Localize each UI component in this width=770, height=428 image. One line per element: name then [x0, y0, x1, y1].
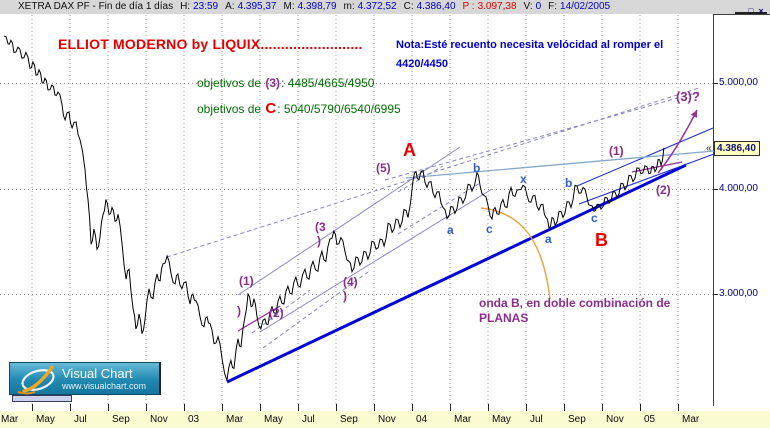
x-axis-label: Mar: [454, 414, 472, 425]
x-axis-label: Sep: [112, 414, 130, 425]
wave-label: (3: [315, 220, 326, 234]
quote-field-value: 14/02/2005: [560, 1, 611, 12]
wave-label: ): [343, 289, 347, 303]
wave-label: A: [403, 140, 416, 160]
x-axis-label: Jul: [302, 414, 315, 425]
x-axis-label: Mar: [226, 414, 244, 425]
quote-field-label: A:: [225, 1, 235, 12]
x-axis-label: Jul: [530, 414, 543, 425]
quote-field-label: F:: [548, 1, 558, 12]
onda-line-2: PLANAS: [479, 311, 529, 325]
x-axis-label: Sep: [568, 414, 586, 425]
wave-label: (5): [376, 161, 391, 175]
x-axis-label: 05: [644, 414, 656, 425]
objetivos-wave3: objetivos de (3): 4485/4665/4950: [197, 76, 374, 90]
quote-field-value: 4.386,40: [416, 1, 456, 12]
quote-field-label: M:: [283, 1, 295, 12]
price-tag-arrow-icon: «: [706, 143, 712, 154]
visual-chart-logo: Visual Chart www.visualchart.com: [9, 362, 161, 395]
x-axis-label: May: [492, 414, 511, 425]
x-axis-label: Nov: [606, 414, 624, 425]
quote-field-label: H:: [180, 1, 191, 12]
x-axis-label: May: [36, 414, 55, 425]
x-axis-label: Nov: [150, 414, 168, 425]
quote-field-value: 4.398,79: [297, 1, 337, 12]
wave-label: ): [317, 234, 321, 248]
quote-field-value: 23:59: [193, 1, 219, 12]
analysis-note: Nota:Esté recuento necesita velócidad al…: [396, 40, 696, 78]
x-axis-label: Mar: [682, 414, 700, 425]
logo-flap: [12, 395, 72, 402]
wave-label: B: [595, 230, 608, 250]
objetivos-prefix: objetivos de: [197, 76, 265, 90]
quote-field-value: 4.395,37: [237, 1, 277, 12]
wave-label: (1): [609, 144, 624, 158]
minimize-icon[interactable]: _: [738, 6, 744, 16]
analysis-headline: ELLIOT MODERNO by LIQUIX................…: [58, 36, 363, 52]
quote-field-value: 3.097,38: [477, 1, 517, 12]
maximize-icon[interactable]: □: [748, 6, 754, 16]
waveC-label: C: [265, 100, 277, 117]
note-line-2: 4420/4450: [396, 58, 448, 70]
quote-field-label: P :: [462, 1, 475, 12]
symbol-title: XETRA DAX PF - Fin de día 1 días: [18, 1, 174, 12]
wave-label: ): [237, 304, 241, 318]
wave-label: (4): [343, 275, 358, 289]
window-controls: _ □ ×: [735, 1, 767, 16]
wave-label: c: [486, 222, 493, 236]
wave-label: (3)?: [676, 89, 700, 104]
objetivos-waveC: objetivos de C: 5040/5790/6540/6995: [197, 100, 401, 117]
objetivos-values: : 5040/5790/6540/6995: [277, 102, 401, 116]
x-axis-label: Nov: [378, 414, 396, 425]
x-axis-label: 03: [188, 414, 200, 425]
last-price-tag: 4.386,40: [714, 141, 760, 156]
y-axis-label: 3.000,00: [719, 288, 758, 299]
wave-label: (2): [269, 306, 284, 320]
close-icon[interactable]: ×: [758, 6, 764, 16]
objetivos-values: : 4485/4665/4950: [281, 76, 375, 90]
quote-field-label: m:: [343, 1, 355, 12]
x-axis-strip: [0, 411, 770, 428]
wave-label: a: [545, 232, 552, 246]
quote-field-label: C:: [403, 1, 414, 12]
quote-field-value: 0: [535, 1, 542, 12]
wave-label: c: [591, 211, 598, 225]
quote-field-value: 4.372,52: [357, 1, 397, 12]
wave-label: (2): [656, 183, 671, 197]
objetivos-prefix: objetivos de: [197, 102, 265, 116]
chart-title-bar: XETRA DAX PF - Fin de día 1 días H: 23:59 A…: [0, 0, 770, 14]
x-axis-label: May: [264, 414, 283, 425]
wave3-label: (3): [265, 76, 281, 90]
wave-label: b: [565, 176, 573, 190]
x-axis-label: 04: [416, 414, 428, 425]
swoosh-icon: [17, 365, 55, 395]
quote-field-label: V:: [523, 1, 533, 12]
quote-fields: H: 23:59 A: 4.395,37 M: 4.398,79 m: 4.372,52 C: 4…: [173, 1, 610, 12]
note-line-1: Nota:Esté recuento necesita velócidad al…: [396, 39, 664, 51]
wave-label: x: [520, 172, 527, 186]
x-axis-label: Mar: [1, 414, 19, 425]
wave-label: a: [447, 223, 454, 237]
wave-label: b: [473, 161, 481, 175]
logo-name: Visual Chart: [62, 366, 133, 381]
onda-b-annotation: onda B, en doble combinación de PLANAS: [479, 296, 670, 326]
wave-label: (1): [239, 274, 254, 288]
onda-line-1: onda B, en doble combinación de: [479, 296, 671, 310]
y-axis-label: 5.000,00: [719, 77, 758, 88]
logo-url[interactable]: www.visualchart.com: [62, 381, 147, 391]
x-axis-label: Sep: [340, 414, 358, 425]
x-axis-label: Jul: [74, 414, 87, 425]
y-axis-label: 4.000,00: [719, 182, 758, 194]
